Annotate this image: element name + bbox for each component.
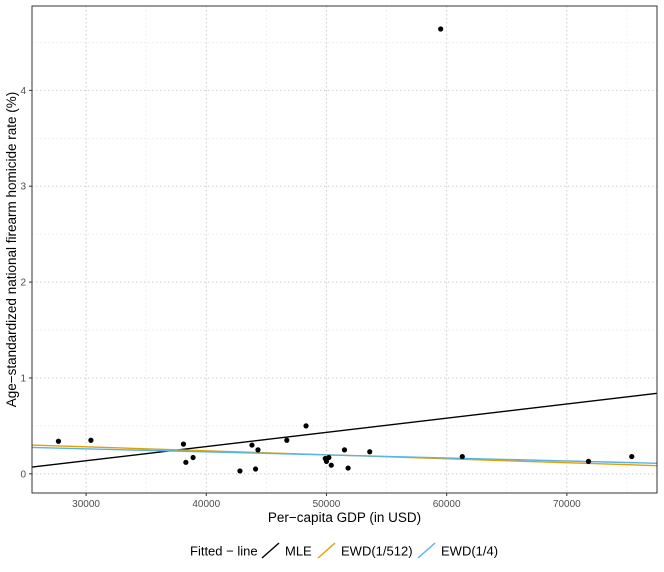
data-point [438, 26, 444, 32]
data-point [326, 454, 332, 461]
data-point [190, 454, 196, 461]
minor-gridlines [32, 6, 657, 493]
y-axis-title: Age−standardized national firearm homici… [4, 92, 19, 408]
fitted-lines [31, 392, 658, 468]
data-point [255, 447, 261, 453]
y-tick-label: 0 [20, 469, 26, 480]
legend-key-3 [417, 542, 436, 559]
data-point [345, 465, 351, 471]
data-point [88, 437, 94, 443]
data-point [303, 423, 309, 429]
major-gridlines [32, 6, 657, 493]
data-point [367, 449, 373, 455]
data-point [249, 442, 255, 448]
legend-label: EWD(1/512) [341, 544, 413, 559]
y-tick-label: 3 [20, 182, 26, 193]
x-tick-label: 40000 [192, 499, 220, 510]
x-tick-label: 60000 [433, 499, 461, 510]
x-axis-ticks: 30000 40000 50000 60000 70000 [72, 493, 581, 510]
data-point [252, 466, 259, 472]
y-tick-label: 1 [20, 373, 26, 384]
data-point [183, 459, 189, 465]
data-points [55, 26, 635, 474]
y-axis-ticks: 0 1 2 3 4 [20, 86, 32, 480]
legend-key-2 [317, 542, 336, 559]
legend-title: Fitted − line [190, 544, 258, 559]
data-point [55, 438, 62, 444]
data-point [459, 453, 465, 460]
plot-panel-border [31, 5, 658, 494]
data-point [284, 437, 290, 443]
legend: Fitted − line MLE EWD(1/512) EWD(1/4) [190, 542, 498, 559]
x-axis-title: Per−capita GDP (in USD) [268, 510, 421, 525]
data-point [323, 458, 330, 464]
legend-key-1 [261, 542, 280, 559]
fitted-line-ewd-1-4 [31, 446, 658, 464]
data-point [341, 447, 348, 453]
data-point [180, 441, 187, 447]
legend-label: MLE [285, 544, 312, 559]
data-point [328, 462, 334, 468]
y-tick-label: 4 [20, 86, 26, 97]
legend-label: EWD(1/4) [441, 544, 498, 559]
x-tick-label: 50000 [313, 499, 341, 510]
data-point [629, 453, 635, 460]
y-tick-label: 2 [20, 278, 26, 289]
fitted-line-mle [31, 392, 658, 468]
data-point [585, 458, 592, 464]
x-tick-label: 70000 [553, 499, 581, 510]
x-tick-label: 30000 [72, 499, 100, 510]
data-point [237, 468, 243, 474]
